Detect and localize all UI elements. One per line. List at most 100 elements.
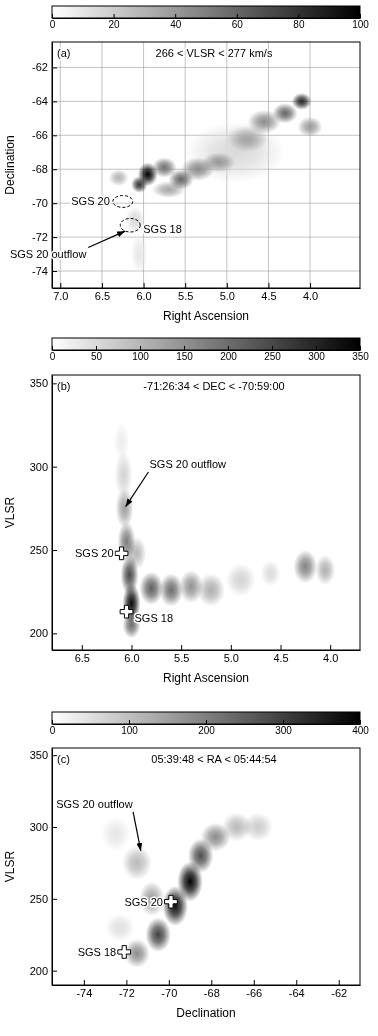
colorbar-tick-label: 350 (352, 351, 369, 362)
colorbar-tick-mark (360, 720, 361, 724)
x-tick-mark (82, 645, 83, 650)
emission-cloud (298, 117, 323, 137)
y-tick: 300 (30, 461, 57, 473)
subtitle: 266 < VLSR < 277 km/s (156, 47, 273, 59)
y-axis-line (52, 376, 53, 651)
x-grid-line (101, 42, 102, 288)
emission-cloud (114, 422, 130, 462)
y-tick-mark (52, 271, 57, 272)
emission-cloud (243, 813, 273, 842)
x-tick: 4.5 (261, 283, 276, 302)
colorbar-tick: 100 (352, 14, 369, 30)
x-tick-label: 6.0 (136, 290, 151, 302)
x-tick-label: 5.0 (220, 290, 235, 302)
emission-cloud (131, 234, 148, 275)
x-grid-line (310, 42, 311, 288)
y-axis: 200250300350 (30, 376, 57, 651)
x-tick-mark (330, 645, 331, 650)
x-tick-mark (60, 283, 61, 288)
y-tick: 350 (30, 749, 57, 761)
y-tick-label: -70 (32, 197, 48, 209)
x-tick-label: -70 (161, 987, 177, 999)
x-axis-title: Right Ascension (163, 671, 249, 685)
labels: SGS 20SGS 18 (75, 547, 173, 623)
colorbar-tick-label: 0 (50, 19, 56, 30)
colorbar-tick: 50 (91, 346, 103, 362)
y-grid-line (52, 237, 360, 238)
x-tick: -74 (76, 980, 92, 999)
y-tick-label: -62 (32, 61, 48, 73)
colorbar-tick: 200 (220, 346, 237, 362)
x-tick-mark (211, 980, 212, 985)
x-tick-mark (296, 980, 297, 985)
y-grid-line (52, 67, 360, 68)
colorbar-tick-label: 80 (293, 19, 305, 30)
position-marker (120, 605, 133, 618)
x-tick: 4.0 (323, 645, 338, 664)
y-axis-title: Declination (3, 135, 17, 194)
colorbar-axis: 0 100 200 300 400 (50, 720, 370, 736)
y-tick-label: -68 (32, 163, 48, 175)
y-tick-mark (52, 827, 57, 828)
x-tick-mark (231, 645, 232, 650)
y-tick-label: -66 (32, 129, 48, 141)
x-tick-label: 6.5 (95, 290, 110, 302)
y-tick: -62 (32, 61, 57, 73)
y-axis-line (52, 749, 53, 986)
colorbar-tick: 100 (121, 720, 138, 736)
colorbar-tick: 350 (352, 346, 369, 362)
colorbar-tick-label: 40 (170, 19, 182, 30)
x-tick: 5.5 (178, 283, 193, 302)
emission-cloud (185, 122, 285, 183)
x-tick-mark (281, 645, 282, 650)
colorbar-tick-mark (184, 346, 185, 350)
x-tick-label: 6.0 (124, 652, 139, 664)
colorbar-tick-label: 200 (198, 725, 215, 736)
colorbar-axis: 020406080100 (50, 14, 370, 30)
y-tick: -66 (32, 129, 57, 141)
x-axis: 6.56.05.55.04.54.0 (53, 645, 361, 664)
position-marker (118, 946, 131, 959)
colorbar-tick-label: 250 (264, 351, 281, 362)
y-tick-label: -72 (32, 231, 48, 243)
colorbar-tick: 300 (275, 720, 292, 736)
y-tick-mark (52, 550, 57, 551)
x-tick-mark (185, 283, 186, 288)
x-tick: 4.0 (303, 283, 318, 302)
x-tick-label: -74 (76, 987, 92, 999)
colorbar-tick: 20 (109, 14, 121, 30)
colorbar-tick: 400 (352, 720, 369, 736)
colorbar-tick: 150 (176, 346, 193, 362)
x-tick-mark (254, 980, 255, 985)
x-tick: 5.0 (220, 283, 235, 302)
x-tick: 6.0 (124, 645, 139, 664)
y-tick-label: -64 (32, 95, 48, 107)
y-tick-label: 300 (30, 821, 48, 833)
emission-cloud (226, 563, 256, 596)
x-tick-label: -64 (289, 987, 305, 999)
x-axis: -74-72-70-68-66-64-62 (53, 980, 361, 999)
x-tick-mark (126, 980, 127, 985)
plot-area (101, 813, 273, 968)
emission-cloud (131, 176, 148, 193)
colorbar-tick-mark (283, 720, 284, 724)
y-tick-mark (52, 467, 57, 468)
plot-background (52, 748, 360, 985)
colorbar (52, 338, 360, 350)
colorbar-tick-label: 0 (50, 351, 56, 362)
y-tick: 200 (30, 965, 57, 977)
colorbar-tick-label: 100 (132, 351, 149, 362)
x-tick: 6.0 (136, 283, 151, 302)
x-tick-mark (144, 283, 145, 288)
colorbar-tick: 100 (132, 346, 149, 362)
colorbar-tick-mark (360, 14, 361, 18)
colorbar-tick-mark (52, 346, 53, 350)
region-label: SGS 18 (143, 223, 182, 235)
subtitle: -71:26:34 < DEC < -70:59:00 (143, 380, 284, 392)
colorbar-tick-label: 0 (50, 725, 56, 736)
x-tick-label: 7.0 (53, 290, 68, 302)
plot-frame (52, 42, 360, 288)
x-tick: 5.5 (174, 645, 189, 664)
emission-cloud (122, 846, 152, 880)
x-axis-line (53, 650, 361, 651)
